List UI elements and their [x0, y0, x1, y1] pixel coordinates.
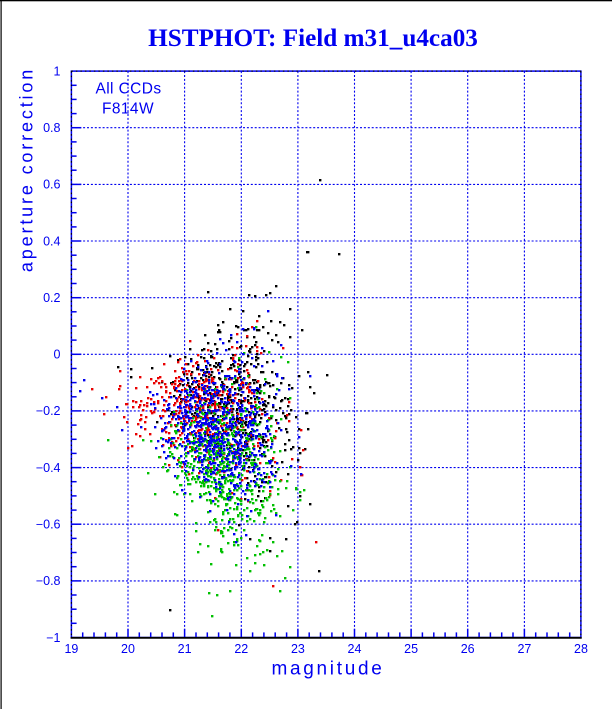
svg-text:−0.2: −0.2	[36, 404, 61, 418]
svg-text:27: 27	[517, 642, 531, 656]
svg-text:0.8: 0.8	[43, 121, 60, 135]
svg-text:−0.4: −0.4	[36, 461, 61, 475]
svg-text:0.6: 0.6	[43, 178, 60, 192]
svg-text:26: 26	[461, 642, 475, 656]
svg-text:0: 0	[54, 348, 61, 362]
svg-text:20: 20	[121, 642, 135, 656]
svg-text:HSTPHOT: Field m31_u4ca03: HSTPHOT: Field m31_u4ca03	[148, 25, 478, 52]
svg-text:22: 22	[234, 642, 248, 656]
svg-text:0.4: 0.4	[43, 234, 60, 248]
svg-text:−1: −1	[46, 631, 60, 645]
svg-text:21: 21	[178, 642, 192, 656]
svg-text:19: 19	[64, 642, 78, 656]
svg-text:28: 28	[574, 642, 588, 656]
svg-text:All CCDs: All CCDs	[95, 81, 161, 98]
svg-text:magnitude: magnitude	[271, 659, 384, 680]
svg-text:23: 23	[291, 642, 305, 656]
svg-text:F814W: F814W	[102, 101, 154, 118]
svg-text:aperture correction: aperture correction	[17, 67, 37, 272]
svg-text:−0.6: −0.6	[36, 518, 61, 532]
svg-text:1: 1	[54, 64, 61, 78]
svg-text:25: 25	[404, 642, 418, 656]
svg-text:−0.8: −0.8	[36, 574, 61, 588]
svg-text:24: 24	[348, 642, 362, 656]
svg-text:0.2: 0.2	[43, 291, 60, 305]
